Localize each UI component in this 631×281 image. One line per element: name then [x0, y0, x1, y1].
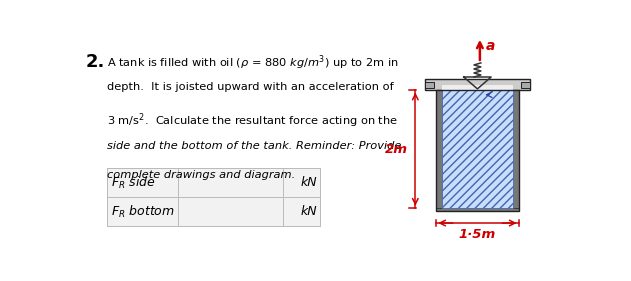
- Text: 2m: 2m: [385, 143, 408, 156]
- Bar: [107, 197, 320, 226]
- Text: kN: kN: [300, 176, 317, 189]
- Bar: [442, 90, 512, 208]
- Text: $F_R$ side: $F_R$ side: [111, 175, 156, 191]
- Bar: [442, 85, 512, 90]
- Text: A tank is filled with oil ($\rho$ = 880 $kg/m^3$) up to 2m in: A tank is filled with oil ($\rho$ = 880 …: [107, 53, 399, 72]
- Bar: [436, 90, 519, 211]
- Text: kN: kN: [300, 205, 317, 218]
- Text: 2.: 2.: [86, 53, 105, 71]
- Bar: [512, 90, 519, 211]
- Text: 3 m/s$^2$.  Calculate the resultant force acting on the: 3 m/s$^2$. Calculate the resultant force…: [107, 112, 398, 130]
- Text: $F_R$ bottom: $F_R$ bottom: [111, 204, 175, 220]
- Bar: [436, 208, 519, 211]
- Text: side and the bottom of the tank. Reminder: Provide: side and the bottom of the tank. Reminde…: [107, 141, 401, 151]
- Bar: [521, 82, 530, 88]
- Bar: [425, 79, 530, 90]
- Bar: [107, 168, 320, 197]
- Text: a: a: [487, 39, 495, 53]
- Bar: [436, 90, 442, 211]
- Text: complete drawings and diagram.: complete drawings and diagram.: [107, 170, 295, 180]
- Text: depth.  It is joisted upward with an acceleration of: depth. It is joisted upward with an acce…: [107, 82, 394, 92]
- Bar: [425, 82, 434, 88]
- Text: 1·5m: 1·5m: [459, 228, 496, 241]
- Bar: [107, 168, 320, 226]
